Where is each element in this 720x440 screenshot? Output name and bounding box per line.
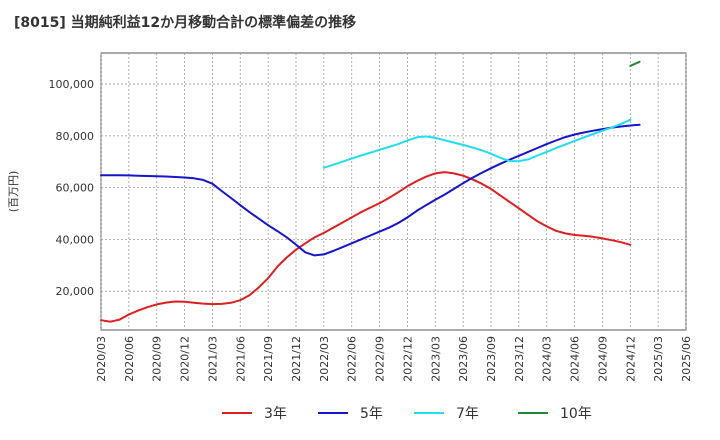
x-tick-label: 2021/09 xyxy=(262,336,275,382)
legend-label: 3年 xyxy=(264,406,287,422)
y-tick-label: 100,000 xyxy=(49,78,95,91)
y-tick-label: 20,000 xyxy=(56,285,95,298)
x-axis: 2020/03 2020/06 2020/09 2020/12 2021/03 2021/… xyxy=(95,336,693,382)
legend-label: 5年 xyxy=(360,406,383,422)
x-tick-label: 2023/09 xyxy=(485,336,498,382)
y-tick-label: 80,000 xyxy=(56,130,95,143)
y-tick-label: 40,000 xyxy=(56,233,95,246)
chart-title: [8015] 当期純利益12か月移動合計の標準偏差の推移 xyxy=(14,15,357,31)
x-tick-label: 2022/03 xyxy=(318,336,331,382)
x-tick-label: 2021/12 xyxy=(290,336,303,382)
y-axis: 20,000 40,000 60,000 80,000 100,000 xyxy=(49,78,95,298)
x-tick-label: 2020/09 xyxy=(151,336,164,382)
grid-layer xyxy=(100,53,687,330)
x-tick-label: 2025/03 xyxy=(652,336,665,382)
x-tick-label: 2023/12 xyxy=(513,336,526,382)
x-tick-label: 2021/06 xyxy=(234,336,247,382)
x-tick-label: 2024/06 xyxy=(569,336,582,382)
x-tick-label: 2025/06 xyxy=(680,336,693,382)
x-tick-label: 2022/12 xyxy=(401,336,414,382)
x-tick-label: 2022/09 xyxy=(374,336,387,382)
y-tick-label: 60,000 xyxy=(56,182,95,195)
legend: 3年 5年 7年 10年 xyxy=(222,406,592,422)
series-line-7年 xyxy=(322,118,632,169)
x-tick-label: 2024/03 xyxy=(541,336,554,382)
x-tick-label: 2023/03 xyxy=(429,336,442,382)
x-tick-label: 2020/06 xyxy=(123,336,136,382)
x-tick-label: 2023/06 xyxy=(457,336,470,382)
x-tick-label: 2020/12 xyxy=(179,336,192,382)
x-tick-label: 2021/03 xyxy=(206,336,219,382)
x-tick-label: 2024/09 xyxy=(596,336,609,382)
series-layer xyxy=(100,60,641,323)
legend-label: 10年 xyxy=(560,406,592,422)
series-line-5年 xyxy=(100,123,641,257)
series-line-10年 xyxy=(629,60,641,67)
x-tick-label: 2020/03 xyxy=(95,336,108,382)
x-tick-label: 2022/06 xyxy=(346,336,359,382)
legend-label: 7年 xyxy=(456,406,479,422)
plot-area xyxy=(100,52,687,331)
series-line-3年 xyxy=(100,171,632,323)
y-axis-title: (百万円) xyxy=(7,171,20,213)
x-tick-label: 2024/12 xyxy=(624,336,637,382)
